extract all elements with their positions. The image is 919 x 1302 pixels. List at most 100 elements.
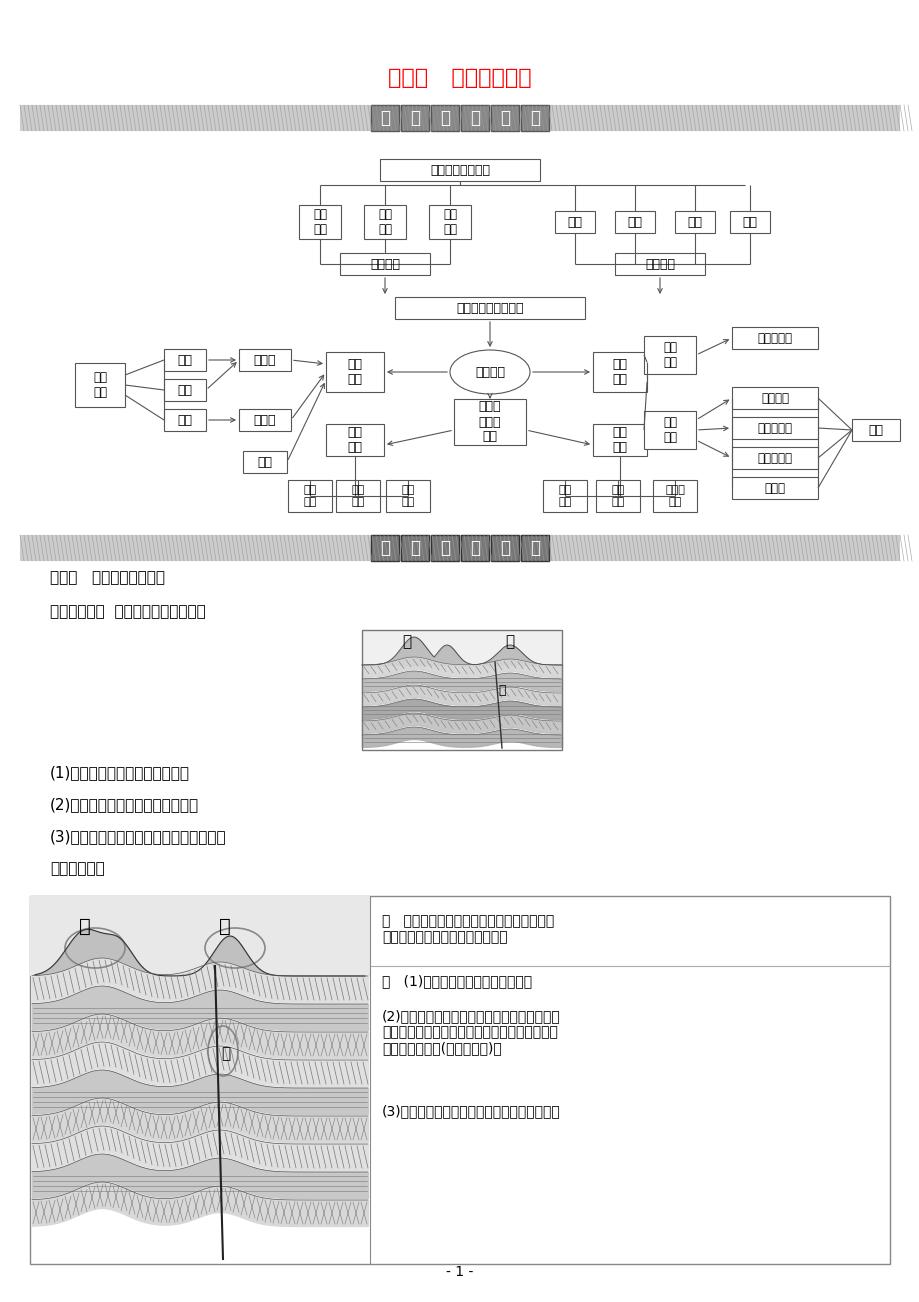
Text: 【析图过程】: 【析图过程】	[50, 862, 105, 876]
Text: (3)岩层分布与地壳运动的关系是怎样的？: (3)岩层分布与地壳运动的关系是怎样的？	[50, 829, 226, 845]
Text: 山地
地形: 山地 地形	[347, 358, 362, 385]
Bar	[453, 398, 526, 445]
Text: 甲: 甲	[505, 634, 514, 650]
Text: 明显
带状: 明显 带状	[611, 486, 624, 506]
Bar	[75, 363, 125, 408]
Bar	[430, 105, 459, 132]
Bar	[361, 630, 562, 665]
Text: 析   (1)判断地质构造：向斜、断层。: 析 (1)判断地质构造：向斜、断层。	[381, 974, 531, 988]
Bar	[30, 896, 369, 976]
Text: 沟谷及其他: 沟谷及其他	[756, 332, 791, 345]
Text: 构: 构	[499, 109, 509, 128]
Text: (1)图中的地质构造有哪些类型？: (1)图中的地质构造有哪些类型？	[50, 766, 190, 780]
Text: (2)判断图中地质构造的先后顺序？: (2)判断图中地质构造的先后顺序？	[50, 798, 199, 812]
Text: 侵蚀
作用: 侵蚀 作用	[663, 341, 676, 368]
Bar	[370, 105, 399, 132]
Text: 冲积岛: 冲积岛	[764, 482, 785, 495]
Bar	[361, 630, 562, 750]
Bar	[325, 424, 383, 456]
Text: 地表形态: 地表形态	[474, 366, 505, 379]
Bar	[593, 352, 646, 392]
Text: 突: 突	[499, 539, 509, 557]
Text: 线路
分布: 线路 分布	[351, 486, 364, 506]
Bar	[520, 535, 549, 561]
Bar	[732, 327, 817, 349]
Bar	[325, 352, 383, 392]
Bar	[364, 204, 405, 240]
Bar	[732, 387, 817, 409]
Text: 搬运: 搬运	[868, 423, 882, 436]
Text: 断层: 断层	[177, 414, 192, 427]
Text: (2)判断岩层分布与地壳运动的关系：岩层弯曲
变形，说明地壳发生水平运动。断裂错位说明地
壳发生垂直运动(或水平运动)。: (2)判断岩层分布与地壳运动的关系：岩层弯曲 变形，说明地壳发生水平运动。断裂错…	[381, 1009, 561, 1056]
Text: 交通
运输: 交通 运输	[347, 426, 362, 454]
Text: 狭窄
带状: 狭窄 带状	[558, 486, 571, 506]
Text: 断块山: 断块山	[254, 414, 276, 427]
Bar	[401, 105, 428, 132]
Bar	[593, 424, 646, 456]
Text: 岩浆
活动: 岩浆 活动	[312, 208, 326, 236]
Text: 内力作用: 内力作用	[369, 258, 400, 271]
Bar	[299, 204, 341, 240]
Bar	[732, 477, 817, 499]
Bar	[386, 480, 429, 512]
Text: 乙: 乙	[402, 634, 411, 650]
Bar	[542, 480, 586, 512]
Text: 变质
作用: 变质 作用	[443, 208, 457, 236]
Text: 考点一   地质构造图的判读: 考点一 地质构造图的判读	[50, 570, 165, 586]
Text: 络: 络	[470, 109, 480, 128]
Bar	[340, 253, 429, 275]
Bar	[243, 450, 287, 473]
Text: 堆积: 堆积	[742, 216, 756, 228]
Bar	[430, 535, 459, 561]
Bar	[614, 211, 654, 233]
Bar	[20, 105, 899, 132]
Text: 高: 高	[380, 539, 390, 557]
Text: 河漫滩平原: 河漫滩平原	[756, 422, 791, 435]
Text: 堆积
作用: 堆积 作用	[663, 417, 676, 444]
Bar	[729, 211, 769, 233]
Bar	[394, 297, 584, 319]
Bar	[460, 105, 489, 132]
Text: 识: 识	[410, 109, 420, 128]
Text: 第四章   章末整合提升: 第四章 章末整合提升	[388, 68, 531, 89]
Bar	[643, 411, 696, 449]
Text: 运输
方式: 运输 方式	[303, 486, 316, 506]
Bar	[596, 480, 640, 512]
Text: 地壳
运动: 地壳 运动	[378, 208, 391, 236]
Text: 乙: 乙	[79, 917, 91, 936]
Text: 网: 网	[439, 109, 449, 128]
Bar	[164, 379, 206, 401]
Bar	[164, 409, 206, 431]
Bar	[380, 159, 539, 181]
Text: 带状、
团状: 带状、 团状	[664, 486, 684, 506]
Text: 【典型例题】  读图，回答下列问题。: 【典型例题】 读图，回答下列问题。	[50, 604, 206, 620]
Bar	[732, 447, 817, 469]
Text: 破: 破	[529, 539, 539, 557]
Bar	[401, 535, 428, 561]
Text: 考: 考	[439, 539, 449, 557]
Text: 洪积平原: 洪积平原	[760, 392, 789, 405]
Bar	[239, 349, 290, 371]
Bar	[239, 409, 290, 431]
Text: 外力作用: 外力作用	[644, 258, 675, 271]
Bar	[643, 336, 696, 374]
Bar	[520, 105, 549, 132]
Ellipse shape	[449, 350, 529, 395]
Text: 三角洲平原: 三角洲平原	[756, 452, 791, 465]
Bar	[428, 204, 471, 240]
Bar	[20, 535, 899, 561]
Text: 褶皱山: 褶皱山	[254, 354, 276, 366]
Bar	[30, 896, 889, 1264]
Bar	[491, 105, 518, 132]
Text: 找   在图中找出岩层的弯曲方向或岩层的新老
关系，找出发生断裂位移的地带。: 找 在图中找出岩层的弯曲方向或岩层的新老 关系，找出发生断裂位移的地带。	[381, 914, 553, 944]
Text: 火山: 火山	[257, 456, 272, 469]
Bar	[652, 480, 697, 512]
Text: 丙: 丙	[221, 1047, 231, 1061]
Text: 搬运: 搬运	[686, 216, 702, 228]
Bar	[675, 211, 714, 233]
Text: - 1 -: - 1 -	[446, 1266, 473, 1279]
Text: 向斜: 向斜	[177, 354, 192, 366]
Text: 丙: 丙	[498, 684, 505, 697]
Bar	[288, 480, 332, 512]
Text: 侵蚀: 侵蚀	[627, 216, 641, 228]
